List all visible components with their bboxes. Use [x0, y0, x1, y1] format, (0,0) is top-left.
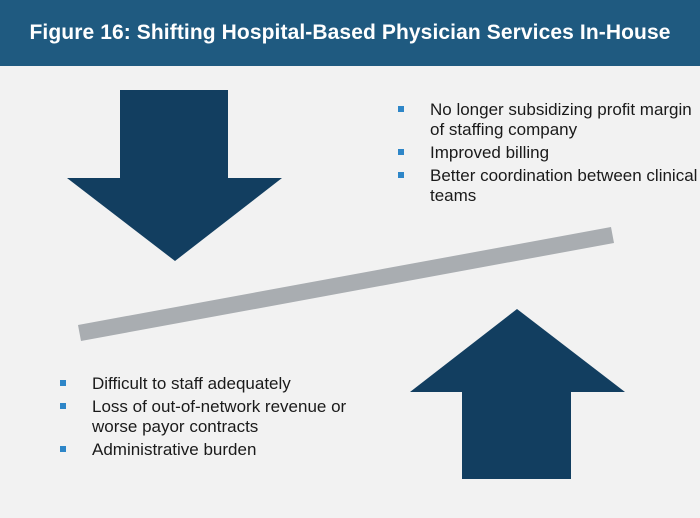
list-item-text: Better coordination between clinical tea…	[430, 166, 698, 205]
list-item-text: Administrative burden	[92, 440, 257, 459]
square-bullet-icon	[60, 380, 66, 386]
list-item-text: Loss of out-of-network revenue or worse …	[92, 397, 347, 436]
square-bullet-icon	[398, 106, 404, 112]
up-arrow-icon	[410, 309, 625, 479]
square-bullet-icon	[60, 446, 66, 452]
benefits-list: No longer subsidizing profit margin of s…	[398, 100, 698, 209]
square-bullet-icon	[398, 149, 404, 155]
list-item: Difficult to staff adequately	[60, 374, 360, 394]
list-item: Better coordination between clinical tea…	[398, 166, 698, 206]
list-item: No longer subsidizing profit margin of s…	[398, 100, 698, 140]
list-item: Administrative burden	[60, 440, 360, 460]
list-item-text: Improved billing	[430, 143, 550, 162]
list-item: Improved billing	[398, 143, 698, 163]
drawbacks-list: Difficult to staff adequately Loss of ou…	[60, 374, 360, 463]
page-title: Figure 16: Shifting Hospital-Based Physi…	[29, 21, 671, 44]
square-bullet-icon	[398, 172, 404, 178]
balance-beam	[78, 227, 614, 341]
square-bullet-icon	[60, 403, 66, 409]
down-arrow-icon	[67, 90, 282, 261]
list-item: Loss of out-of-network revenue or worse …	[60, 397, 360, 437]
list-item-text: No longer subsidizing profit margin of s…	[430, 100, 692, 139]
header-bar: Figure 16: Shifting Hospital-Based Physi…	[0, 0, 700, 66]
list-item-text: Difficult to staff adequately	[92, 374, 291, 393]
